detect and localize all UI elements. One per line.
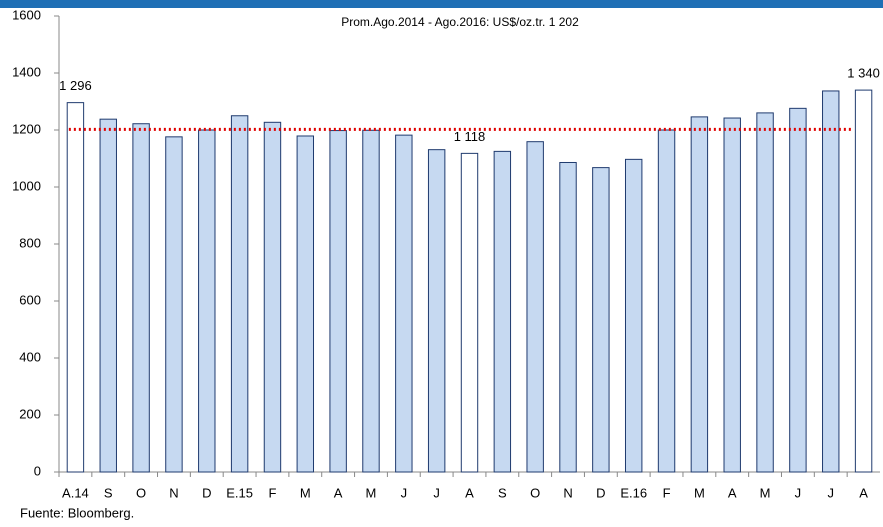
bar: [756, 112, 774, 473]
top-band: [0, 0, 883, 8]
bar: [329, 130, 347, 473]
bar: [690, 116, 709, 473]
bar: [230, 115, 249, 473]
x-tick-label: E.15: [226, 485, 253, 500]
bar: [822, 90, 840, 473]
x-tick-label: O: [136, 485, 146, 500]
bar: [362, 129, 380, 473]
x-tick-label: A.14: [62, 485, 89, 500]
bar: [427, 149, 446, 473]
x-tick-label: M: [694, 485, 705, 500]
x-tick-label: M: [300, 485, 311, 500]
x-tick-label: J: [401, 485, 408, 500]
value-label: 1 118: [454, 129, 486, 144]
x-tick-label: D: [596, 485, 605, 500]
bar: [66, 102, 85, 473]
bar: [526, 141, 544, 473]
y-tick-label: 200: [19, 406, 41, 421]
x-tick-label: F: [268, 485, 276, 500]
x-tick-label: J: [795, 485, 802, 500]
bar: [624, 158, 643, 473]
y-tick-label: 600: [19, 292, 41, 307]
source-note: Fuente: Bloomberg.: [20, 505, 134, 520]
x-tick-label: A: [859, 485, 868, 500]
reference-label: Prom.Ago.2014 - Ago.2016: US$/oz.tr. 1 2…: [341, 15, 579, 29]
x-tick-label: J: [433, 485, 440, 500]
bar: [723, 117, 741, 473]
y-tick-label: 1600: [12, 7, 41, 22]
bar: [559, 161, 577, 473]
value-label: 1 340: [847, 66, 880, 81]
x-tick-label: M: [366, 485, 377, 500]
x-tick-label: F: [663, 485, 671, 500]
bar: [460, 152, 479, 473]
x-tick-label: M: [760, 485, 771, 500]
y-tick-label: 1000: [12, 178, 41, 193]
y-tick-label: 400: [19, 349, 41, 364]
bar: [99, 118, 117, 473]
x-tick-label: S: [498, 485, 507, 500]
bar: [198, 129, 216, 473]
y-tick-label: 0: [34, 463, 41, 478]
x-tick-label: D: [202, 485, 211, 500]
x-tick-label: S: [104, 485, 113, 500]
x-tick-label: A: [465, 485, 474, 500]
x-tick-label: O: [530, 485, 540, 500]
x-tick-label: A: [334, 485, 343, 500]
bar: [395, 134, 413, 473]
bar: [165, 136, 183, 473]
bar: [854, 89, 873, 473]
bar: [493, 150, 512, 473]
x-tick-label: N: [563, 485, 572, 500]
x-tick-label: E.16: [620, 485, 647, 500]
x-tick-label: J: [827, 485, 834, 500]
bar: [263, 121, 282, 473]
bar: [789, 107, 807, 473]
x-tick-label: A: [728, 485, 737, 500]
y-tick-label: 800: [19, 235, 41, 250]
bar: [592, 167, 610, 473]
y-tick-label: 1400: [12, 64, 41, 79]
y-tick-label: 1200: [12, 121, 41, 136]
value-label: 1 296: [59, 78, 92, 93]
bar: [132, 123, 150, 473]
x-tick-label: N: [169, 485, 178, 500]
bar: [657, 129, 676, 473]
bar: [296, 135, 315, 473]
